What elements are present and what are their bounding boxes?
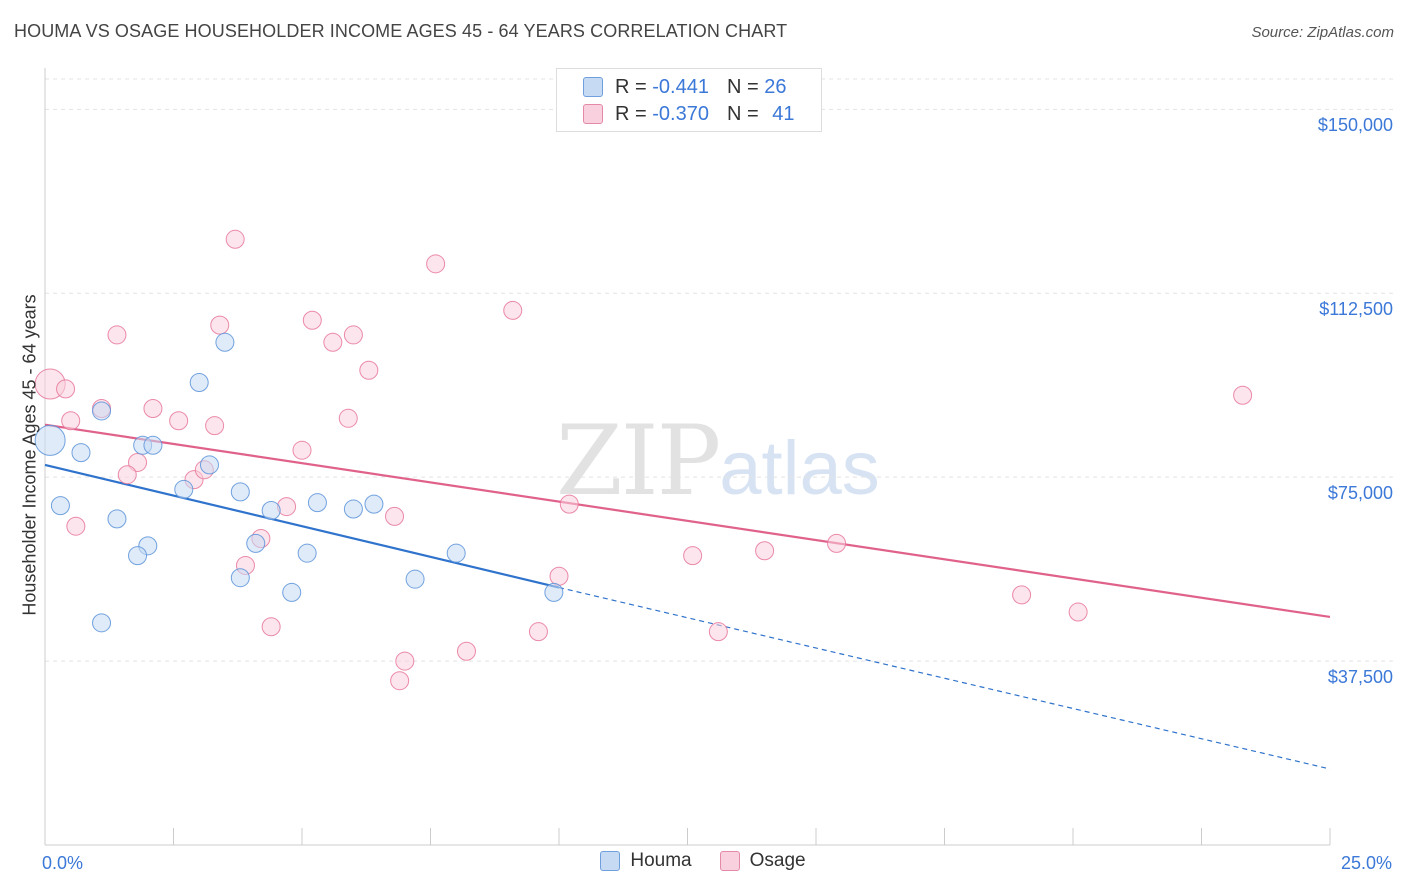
- point-osage-22: [343, 325, 363, 345]
- stats-n-value-houma: 26: [764, 75, 787, 98]
- point-houma-2: [92, 401, 112, 421]
- point-osage-37: [1012, 585, 1032, 605]
- point-houma-12: [261, 501, 281, 521]
- point-osage-12: [210, 315, 230, 335]
- point-osage-25: [390, 671, 410, 691]
- point-osage-39: [1233, 385, 1253, 405]
- stats-swatch-houma: [583, 77, 603, 97]
- legend-item-houma[interactable]: Houma: [600, 850, 692, 872]
- point-osage-7: [143, 399, 163, 419]
- y-tick-label-2: $112,500: [1319, 299, 1393, 320]
- point-houma-11: [230, 482, 250, 502]
- point-osage-5: [128, 452, 148, 472]
- point-houma-18: [343, 499, 363, 519]
- legend-swatch-osage: [719, 851, 740, 871]
- point-osage-23: [359, 360, 379, 380]
- point-osage-30: [528, 622, 548, 642]
- point-houma-24: [446, 543, 466, 563]
- point-houma-16: [307, 493, 327, 513]
- point-osage-16: [261, 617, 281, 637]
- stats-row-houma: R = -0.441 N = 26: [557, 73, 786, 101]
- source-label: Source: ZipAtlas.com: [1251, 24, 1394, 41]
- point-osage-34: [708, 622, 728, 642]
- point-osage-29: [503, 300, 523, 320]
- point-osage-40: [66, 516, 86, 536]
- legend-swatch-houma: [600, 851, 621, 871]
- stats-r-label-houma: R =: [615, 75, 653, 98]
- point-osage-2: [61, 411, 81, 431]
- point-houma-25: [544, 582, 564, 602]
- point-houma-10: [199, 455, 219, 475]
- chart-title: HOUMA VS OSAGE HOUSEHOLDER INCOME AGES 4…: [14, 21, 788, 41]
- point-houma-21: [230, 568, 250, 588]
- point-osage-38: [1068, 602, 1088, 622]
- stats-legend: R = -0.441 N = 26 R = -0.370 N = 41: [556, 68, 822, 132]
- y-tick-label-1: $75,000: [1327, 483, 1393, 504]
- x-tick-label-min: 0.0%: [42, 853, 84, 873]
- trend-line-houma: [44, 463, 560, 589]
- stats-swatch-osage: [583, 104, 603, 124]
- point-houma-9: [174, 479, 194, 499]
- stats-r-value-houma: -0.441: [652, 75, 709, 98]
- stats-r-label-osage: R =: [615, 102, 653, 125]
- point-houma-23: [405, 569, 425, 589]
- point-osage-26: [395, 651, 415, 671]
- stats-r-value-osage: -0.370: [652, 102, 709, 125]
- point-osage-11: [205, 416, 225, 436]
- legend-item-osage[interactable]: Osage: [719, 850, 806, 872]
- watermark: ZIPatlas: [556, 405, 880, 517]
- point-houma-17: [364, 494, 384, 514]
- point-osage-1: [56, 379, 76, 399]
- y-tick-label-3: $150,000: [1317, 115, 1393, 136]
- point-houma-3: [71, 443, 91, 463]
- stats-n-value-osage: 41: [772, 102, 795, 125]
- stats-row-osage: R = -0.370 N = 41: [557, 100, 794, 128]
- x-tick-label-max: 25.0%: [1340, 853, 1392, 873]
- point-osage-4: [107, 325, 127, 345]
- point-osage-36: [827, 533, 847, 553]
- point-houma-14: [128, 546, 148, 566]
- stats-n-label-houma: N =: [726, 75, 765, 98]
- legend-label-osage: Osage: [749, 850, 806, 871]
- point-osage-35: [755, 541, 775, 561]
- stats-n-label-osage: N =: [726, 102, 765, 125]
- point-osage-28: [456, 641, 476, 661]
- point-osage-8: [169, 411, 189, 431]
- point-houma-7: [189, 373, 209, 393]
- point-osage-6: [117, 465, 137, 485]
- watermark-zip: ZIP: [556, 405, 721, 517]
- watermark-atlas: atlas: [719, 426, 880, 511]
- legend-label-houma: Houma: [630, 850, 692, 871]
- point-osage-31: [549, 566, 569, 586]
- point-houma-6: [143, 435, 163, 455]
- y-axis-title: Householder Income Ages 45 - 64 years: [19, 294, 40, 616]
- point-houma-8: [215, 332, 235, 352]
- point-houma-5: [107, 509, 127, 529]
- point-houma-0: [34, 424, 66, 456]
- point-houma-1: [50, 496, 70, 516]
- point-osage-13: [225, 229, 245, 249]
- data-points: [34, 229, 1253, 691]
- trend-extension-houma: [558, 586, 1331, 770]
- series-legend: Houma Osage: [0, 850, 1406, 872]
- trend-line-osage: [44, 423, 1331, 619]
- point-osage-18: [292, 440, 312, 460]
- point-osage-19: [302, 310, 322, 330]
- point-osage-24: [385, 506, 405, 526]
- axes: [44, 68, 1331, 846]
- point-osage-21: [338, 408, 358, 428]
- point-houma-20: [92, 613, 112, 633]
- point-osage-32: [559, 494, 579, 514]
- point-osage-27: [426, 254, 446, 274]
- point-osage-20: [323, 332, 343, 352]
- point-houma-15: [246, 533, 266, 553]
- y-tick-label-0: $37,500: [1327, 667, 1393, 688]
- point-houma-19: [297, 543, 317, 563]
- point-osage-33: [683, 546, 703, 566]
- point-houma-22: [282, 582, 302, 602]
- trend-lines: [44, 423, 1331, 770]
